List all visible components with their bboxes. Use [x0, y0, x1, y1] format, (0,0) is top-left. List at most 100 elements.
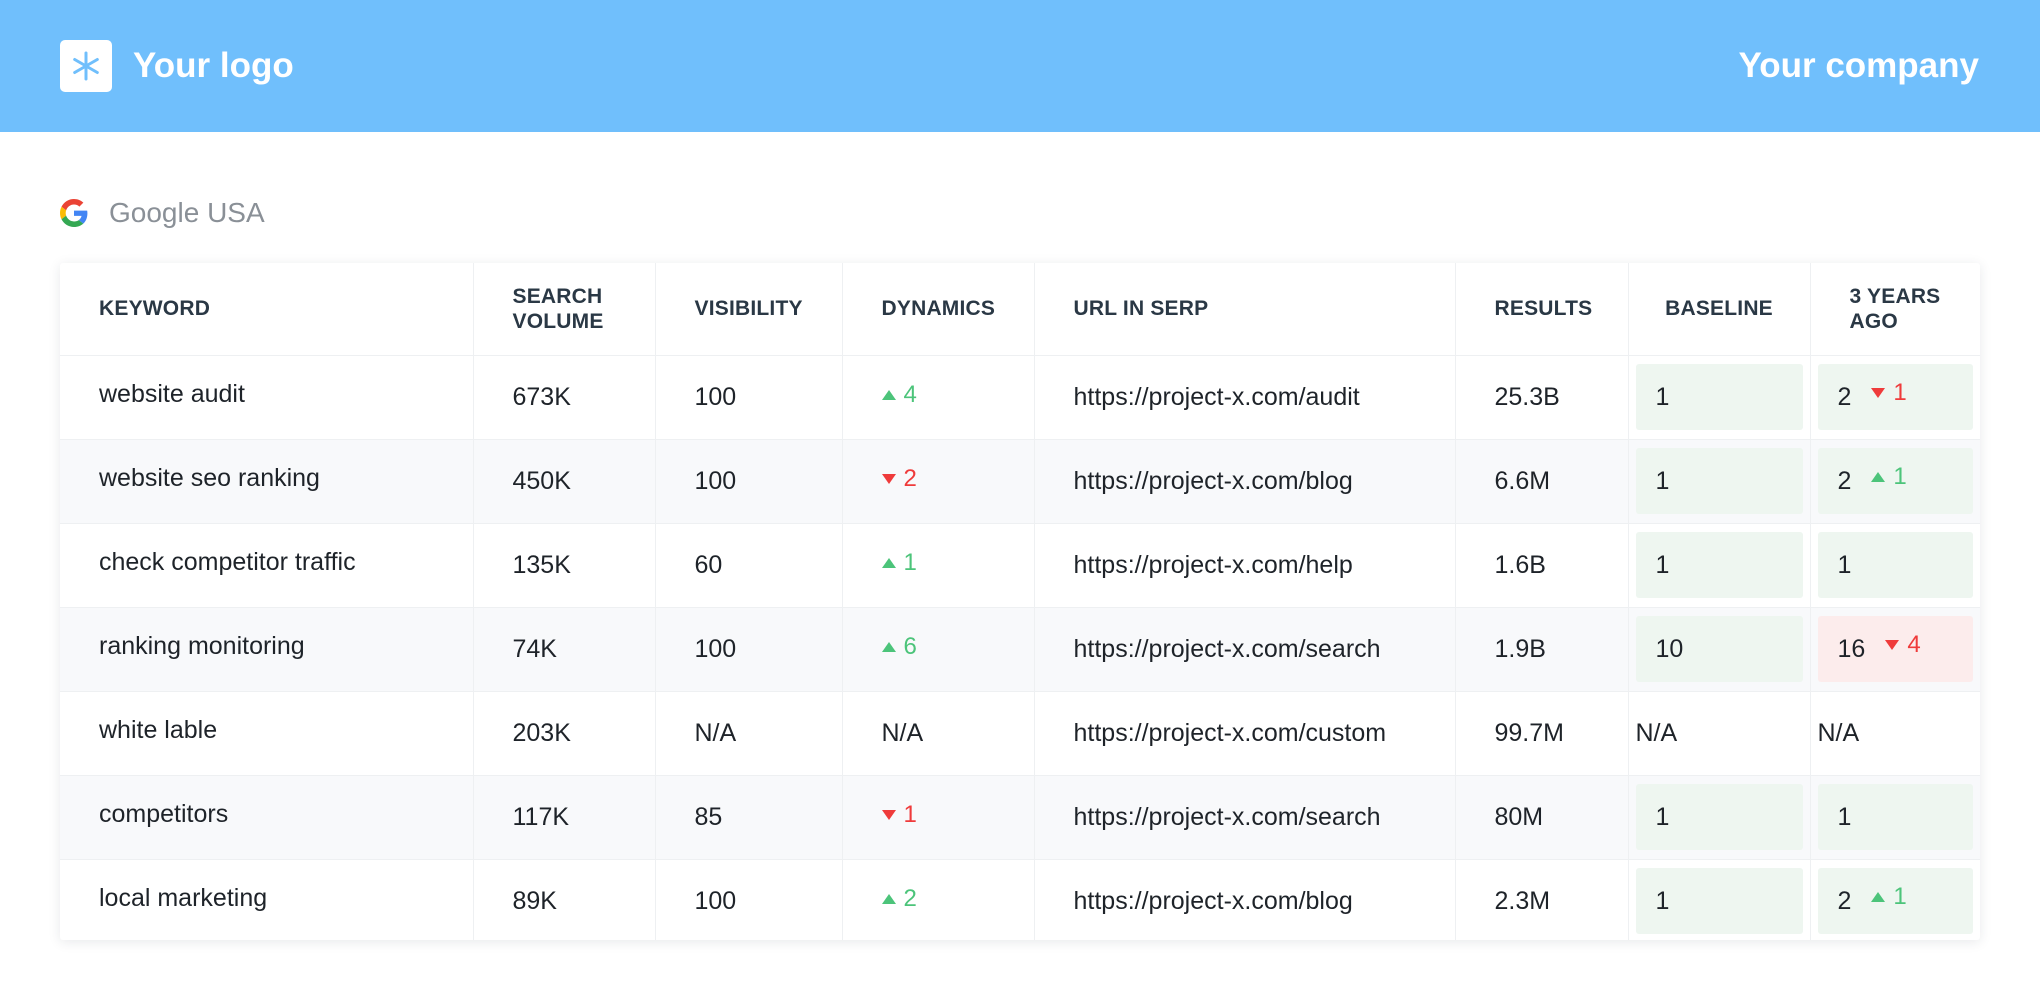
serp-url-link[interactable]: https://project-x.com/blog: [1073, 886, 1353, 915]
keyword-cell: white lable: [60, 691, 474, 776]
baseline-cell: 1: [1628, 859, 1811, 940]
serp-url-link[interactable]: https://project-x.com/audit: [1073, 382, 1360, 411]
dynamics-change: 6: [881, 633, 917, 661]
three-years-ago-chip: 1: [1817, 532, 1973, 598]
table-header-row: KEYWORD SEARCH VOLUME VISIBILITY DYNAMIC…: [60, 263, 1980, 356]
search-volume-value: 673K: [512, 382, 571, 411]
arrow-down-icon: [881, 809, 896, 820]
column-header-label: RESULTS: [1494, 297, 1593, 321]
dynamics-cell: 4: [842, 355, 1035, 440]
serp-url-link[interactable]: https://project-x.com/help: [1073, 550, 1353, 579]
column-header-url[interactable]: URL IN SERP: [1034, 263, 1456, 356]
column-header-search-volume[interactable]: SEARCH VOLUME: [473, 263, 656, 356]
visibility-value: 100: [694, 634, 737, 663]
dynamics-cell: 2: [842, 859, 1035, 940]
dynamics-change: 2: [881, 885, 917, 913]
column-header-label: SEARCH VOLUME: [512, 284, 604, 333]
arrow-up-icon: [881, 641, 896, 652]
serp-url-link[interactable]: https://project-x.com/custom: [1073, 718, 1387, 747]
url-cell: https://project-x.com/custom: [1034, 691, 1456, 776]
three-years-ago-value: 2: [1837, 886, 1852, 915]
table-row[interactable]: white lable 203K N/A N/A https://project-x.c…: [60, 691, 1980, 776]
table-row[interactable]: competitors 117K 85 1 https://project-x.com/…: [60, 775, 1980, 860]
column-header-visibility[interactable]: VISIBILITY: [655, 263, 843, 356]
serp-url-link[interactable]: https://project-x.com/search: [1073, 634, 1381, 663]
column-header-label: BASELINE: [1665, 297, 1773, 321]
url-cell: https://project-x.com/search: [1034, 775, 1456, 860]
table-row[interactable]: local marketing 89K 100 2 https://project-x.…: [60, 859, 1980, 940]
three-years-ago-cell: N/A: [1810, 691, 1980, 776]
keyword-text: website audit: [99, 379, 245, 408]
column-header-baseline[interactable]: BASELINE: [1628, 263, 1811, 356]
column-header-label: 3 YEARS AGO: [1849, 284, 1941, 333]
search-volume-cell: 135K: [473, 523, 656, 608]
arrow-up-icon: [881, 389, 896, 400]
search-volume-value: 450K: [512, 466, 571, 495]
table-row[interactable]: check competitor traffic 135K 60 1 https://p…: [60, 523, 1980, 608]
dynamics-cell: N/A: [842, 691, 1035, 776]
serp-url-link[interactable]: https://project-x.com/blog: [1073, 466, 1353, 495]
arrow-up-icon: [1871, 472, 1886, 482]
column-header-3-years-ago[interactable]: 3 YEARS AGO: [1810, 263, 1980, 356]
keyword-cell: website seo ranking: [60, 439, 474, 524]
logo: [60, 40, 112, 92]
arrow-up-icon: [1871, 892, 1886, 902]
visibility-value: 85: [694, 802, 723, 831]
visibility-value: N/A: [694, 718, 737, 747]
column-header-keyword[interactable]: KEYWORD: [60, 263, 474, 356]
visibility-cell: 100: [655, 859, 843, 940]
search-volume-cell: 74K: [473, 607, 656, 692]
column-header-label: VISIBILITY: [694, 297, 803, 321]
baseline-chip: 10: [1635, 616, 1803, 682]
position-change-value: 4: [1907, 631, 1921, 658]
table-row[interactable]: ranking monitoring 74K 100 6 https://project…: [60, 607, 1980, 692]
company-name: Your company: [1738, 46, 1979, 85]
table-row[interactable]: website audit 673K 100 4 https://project-x.c…: [60, 355, 1980, 440]
baseline-chip: 1: [1635, 364, 1803, 430]
baseline-cell: 1: [1628, 355, 1811, 440]
table-row[interactable]: website seo ranking 450K 100 2 https://proje…: [60, 439, 1980, 524]
baseline-cell: N/A: [1628, 691, 1811, 776]
column-header-dynamics[interactable]: DYNAMICS: [842, 263, 1035, 356]
keyword-text: white lable: [99, 715, 218, 744]
position-change: 1: [1871, 463, 1907, 491]
visibility-cell: 100: [655, 607, 843, 692]
dynamics-value: 1: [903, 548, 917, 576]
visibility-value: 100: [694, 466, 737, 495]
column-header-label: URL IN SERP: [1073, 297, 1209, 321]
search-volume-value: 74K: [512, 634, 557, 663]
baseline-cell: 1: [1628, 523, 1811, 608]
baseline-value: 1: [1655, 550, 1670, 579]
keyword-table: KEYWORD SEARCH VOLUME VISIBILITY DYNAMIC…: [60, 263, 1980, 940]
results-value: 1.6B: [1494, 550, 1546, 579]
keyword-text: local marketing: [99, 883, 268, 912]
position-change-value: 1: [1893, 883, 1907, 910]
serp-url-link[interactable]: https://project-x.com/search: [1073, 802, 1381, 831]
baseline-value: 1: [1655, 382, 1670, 411]
results-cell: 80M: [1455, 775, 1629, 860]
search-volume-value: 135K: [512, 550, 571, 579]
search-volume-value: 117K: [512, 802, 570, 831]
keyword-table-card: KEYWORD SEARCH VOLUME VISIBILITY DYNAMIC…: [60, 263, 1980, 940]
google-g-icon: [60, 199, 88, 227]
baseline-value: N/A: [1635, 718, 1678, 747]
arrow-down-icon: [1871, 388, 1886, 398]
column-header-results[interactable]: RESULTS: [1455, 263, 1629, 356]
results-cell: 1.9B: [1455, 607, 1629, 692]
visibility-cell: 100: [655, 439, 843, 524]
arrow-up-icon: [881, 893, 896, 904]
position-change-value: 1: [1893, 379, 1907, 406]
results-cell: 6.6M: [1455, 439, 1629, 524]
results-cell: 1.6B: [1455, 523, 1629, 608]
asterisk-icon: [73, 51, 99, 81]
dynamics-value: 4: [903, 380, 917, 408]
baseline-value: 10: [1655, 634, 1684, 663]
results-value: 25.3B: [1494, 382, 1560, 411]
three-years-ago-value: 16: [1837, 634, 1866, 663]
three-years-ago-value: 2: [1837, 382, 1852, 411]
search-volume-value: 89K: [512, 886, 557, 915]
